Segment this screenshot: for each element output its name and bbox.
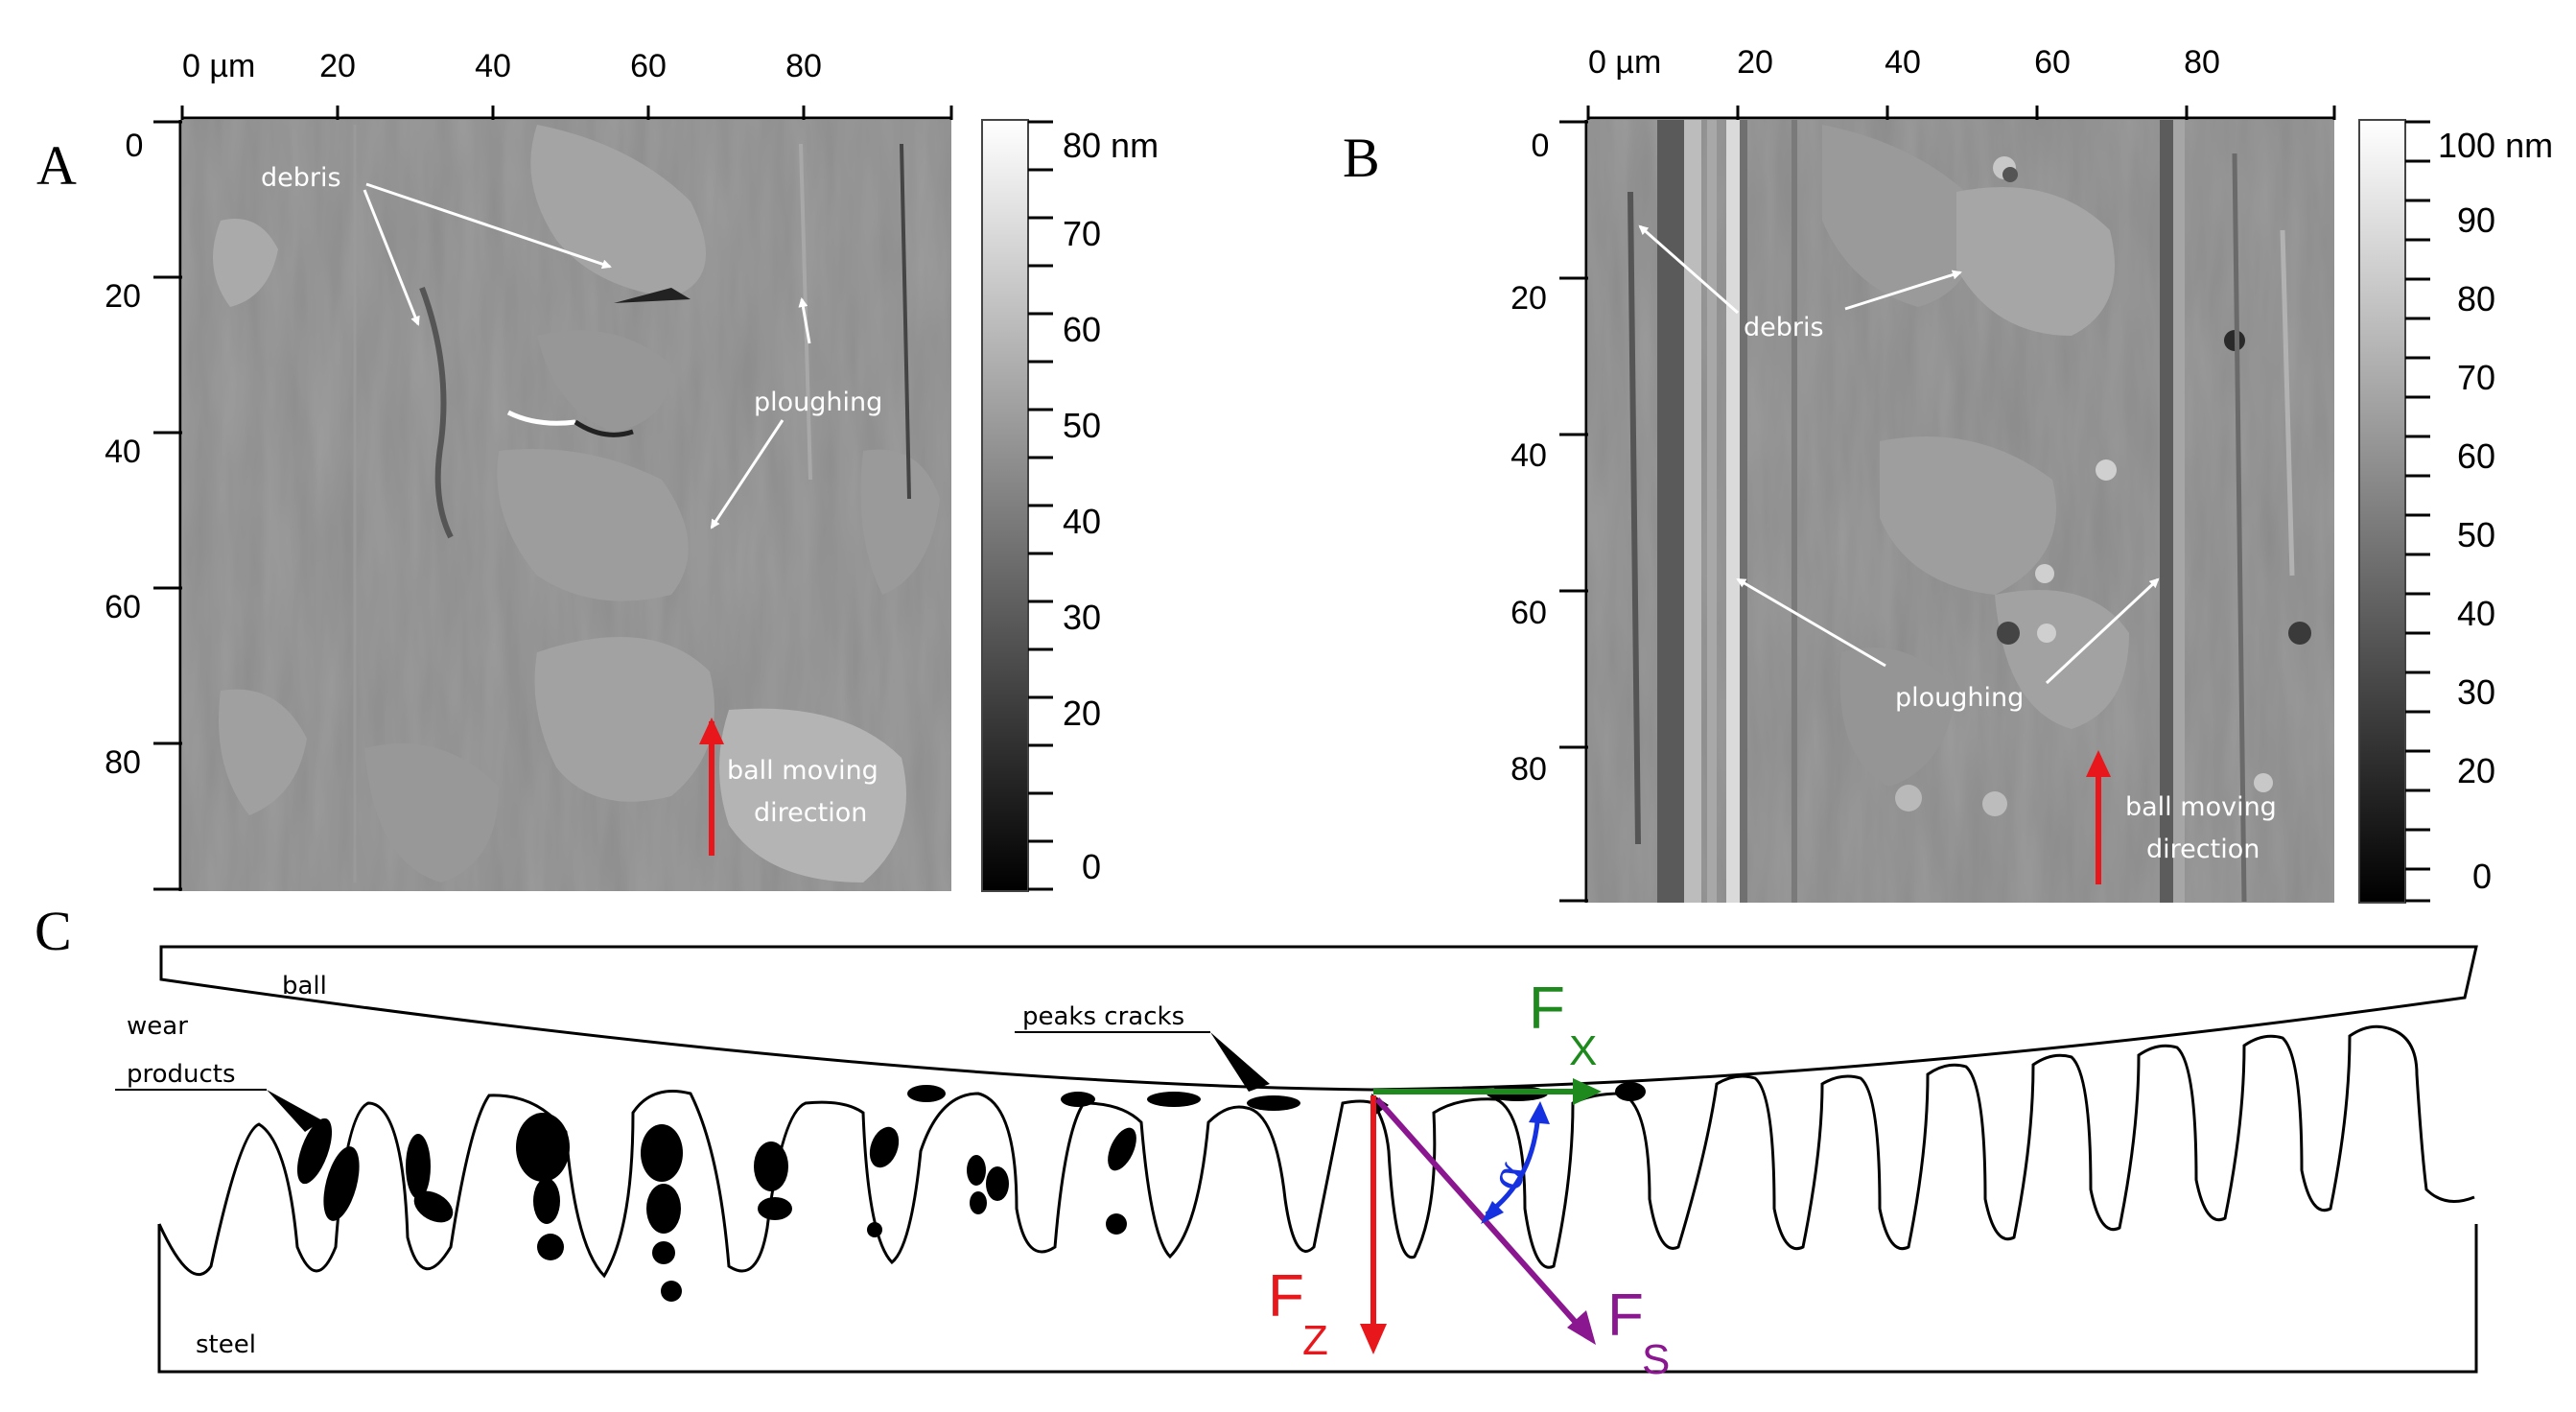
- axis-x-a: 0 µm 20 40 60 80: [180, 48, 953, 120]
- x-tick-label: 60: [630, 48, 667, 84]
- colorbar-tick-label: 30: [2457, 672, 2495, 712]
- wear-products-label: wear: [127, 1012, 188, 1041]
- y-tick-label: 0: [1532, 128, 1550, 164]
- colorbar-tick-label: 20: [2457, 751, 2495, 790]
- annotations-a: debris ploughing ball moving direction: [261, 163, 882, 856]
- ball-direction-label: ball moving: [727, 756, 878, 786]
- steel-outline: [157, 1224, 2478, 1374]
- y-tick-label: 20: [105, 278, 141, 315]
- debris-label: debris: [261, 163, 341, 193]
- colorbar-b: 100 nm 90 80 70 60 50 40 30 20 0: [2358, 119, 2553, 904]
- colorbar-tick-label: 80: [2457, 279, 2495, 318]
- asperity-profile: [157, 1024, 2475, 1279]
- colorbar-tick-label: 70: [2457, 358, 2495, 397]
- x-tick-label: 40: [1885, 44, 1921, 81]
- peaks-cracks-label: peaks cracks: [1022, 1002, 1184, 1031]
- afm-image-a: [182, 120, 951, 891]
- force-fx: F X: [1373, 976, 1602, 1105]
- y-tick-label: 80: [105, 744, 141, 781]
- fx-subscript: X: [1569, 1027, 1597, 1074]
- colorbar-tick-label: 60: [1063, 310, 1101, 349]
- y-tick-label: 40: [105, 434, 141, 470]
- alpha-angle: α: [1481, 1101, 1550, 1224]
- panel-c-letter: C: [35, 900, 72, 962]
- wear-particles: [296, 1082, 1646, 1302]
- panel-a-letter: A: [36, 134, 77, 197]
- debris-label: debris: [1744, 313, 1824, 342]
- annotations-b: debris ploughing ball moving direction: [1638, 224, 2277, 884]
- x-tick-label: 0 µm: [182, 48, 255, 84]
- colorbar-tick-label: 0: [1082, 847, 1101, 886]
- x-tick-label: 20: [1737, 44, 1773, 81]
- x-tick-label: 0 µm: [1588, 44, 1661, 81]
- ploughing-label: ploughing: [754, 388, 882, 417]
- y-tick-label: 80: [1510, 751, 1547, 788]
- force-fz: F Z: [1268, 1095, 1387, 1364]
- x-tick-label: 80: [2184, 44, 2220, 81]
- force-fs: F S: [1374, 1097, 1670, 1383]
- fz-subscript: Z: [1302, 1317, 1328, 1364]
- ball-direction-label: ball moving: [2125, 792, 2277, 822]
- direction-arrowhead: [2086, 750, 2111, 777]
- afm-image-b: [1588, 120, 2334, 903]
- ploughing-label: ploughing: [1895, 683, 2024, 713]
- ball-direction-label: direction: [2146, 835, 2260, 864]
- fs-label: F: [1607, 1283, 1644, 1349]
- y-tick-label: 60: [1510, 595, 1547, 631]
- axis-y-b: 0 20 40 60 80: [1510, 120, 1588, 903]
- direction-arrowhead: [699, 718, 724, 744]
- ball-direction-label: direction: [754, 798, 867, 828]
- ball-label: ball: [282, 972, 327, 1000]
- colorbar-tick-label: 20: [1063, 694, 1101, 733]
- panel-a: A: [36, 48, 1159, 892]
- y-tick-label: 20: [1510, 280, 1547, 317]
- axis-y-a: 0 20 40 60 80: [105, 120, 182, 891]
- y-tick-label: 0: [126, 128, 144, 164]
- x-tick-label: 80: [785, 48, 822, 84]
- fs-subscript: S: [1642, 1336, 1670, 1383]
- ball-shape: [159, 945, 2478, 1092]
- colorbar-a: 80 nm 70 60 50 40 30 20 0: [981, 119, 1159, 892]
- colorbar-tick-label: 60: [2457, 436, 2495, 476]
- x-tick-label: 40: [475, 48, 511, 84]
- colorbar-tick-label: 30: [1063, 598, 1101, 637]
- axis-x-b: 0 µm 20 40 60 80: [1586, 44, 2336, 120]
- y-tick-label: 40: [1510, 437, 1547, 474]
- panel-b-letter: B: [1343, 127, 1380, 189]
- leader-lines: wear products peaks cracks: [115, 1002, 1270, 1132]
- fz-label: F: [1268, 1263, 1304, 1330]
- colorbar-tick-label: 40: [1063, 502, 1101, 541]
- steel-label: steel: [196, 1330, 256, 1359]
- panel-b: B: [1343, 44, 2553, 904]
- fx-label: F: [1529, 976, 1565, 1042]
- panel-c: C ball steel: [35, 900, 2478, 1383]
- colorbar-tick-label: 0: [2472, 857, 2492, 896]
- colorbar-tick-label: 80 nm: [1063, 126, 1159, 165]
- colorbar-tick-label: 100 nm: [2438, 126, 2553, 165]
- colorbar-tick-label: 50: [1063, 406, 1101, 445]
- colorbar-tick-label: 50: [2457, 515, 2495, 554]
- x-tick-label: 20: [319, 48, 356, 84]
- x-tick-label: 60: [2034, 44, 2071, 81]
- colorbar-tick-label: 40: [2457, 594, 2495, 633]
- wear-products-label: products: [127, 1060, 236, 1089]
- colorbar-tick-label: 90: [2457, 200, 2495, 240]
- colorbar-tick-label: 70: [1063, 214, 1101, 253]
- y-tick-label: 60: [105, 589, 141, 625]
